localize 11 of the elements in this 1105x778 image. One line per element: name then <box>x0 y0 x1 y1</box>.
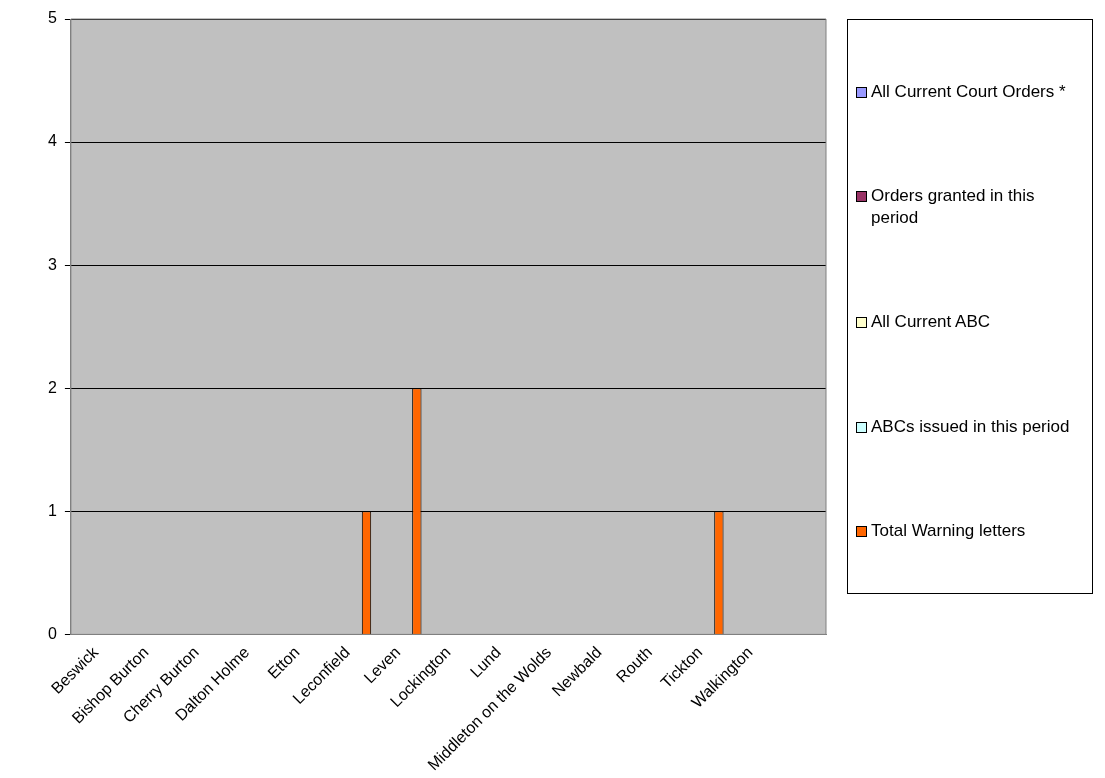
y-tick-label: 4 <box>47 132 57 150</box>
legend-label: Total Warning letters <box>871 519 1026 542</box>
y-tick-label: 3 <box>47 255 57 273</box>
legend-label: All Current Court Orders * <box>871 81 1066 104</box>
y-tick-label: 5 <box>47 9 57 27</box>
legend-label: ABCs issued in this period <box>871 415 1070 438</box>
legend-label: All Current ABC <box>871 311 991 334</box>
y-tick-label: 1 <box>47 501 57 519</box>
y-tick-label: 2 <box>47 378 57 396</box>
legend-label: Orders granted in this period <box>871 185 1036 230</box>
y-tick-label: 0 <box>47 624 57 642</box>
